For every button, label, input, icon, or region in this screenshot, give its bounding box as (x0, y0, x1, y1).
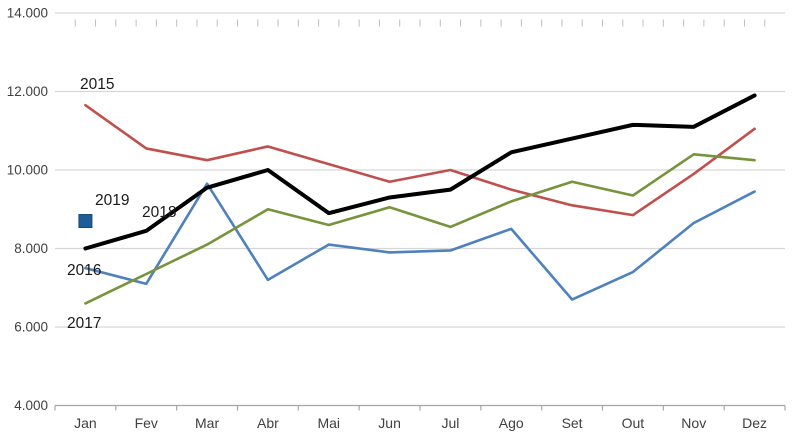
x-axis-label-jan: Jan (74, 415, 97, 431)
year-label-2015: 2015 (80, 76, 114, 93)
y-axis-label: 12.000 (7, 84, 48, 99)
year-label-2017: 2017 (67, 315, 101, 332)
y-axis-label: 4.000 (14, 398, 48, 413)
series-line-2015 (84, 103, 756, 217)
x-axis-label-abr: Abr (257, 415, 279, 431)
y-axis-label: 6.000 (14, 320, 48, 335)
x-axis-label-jul: Jul (441, 415, 459, 431)
x-axis-label-jun: Jun (378, 415, 401, 431)
x-axis-label-mar: Mar (195, 415, 219, 431)
x-axis-label-ago: Ago (499, 415, 524, 431)
x-axis-label-dez: Dez (742, 415, 767, 431)
year-label-2018: 2018 (142, 204, 176, 221)
y-axis-label: 14.000 (7, 6, 48, 21)
x-axis-label-out: Out (622, 415, 645, 431)
x-axis-label-mai: Mai (317, 415, 340, 431)
y-axis-label: 10.000 (7, 163, 48, 178)
series-line-2017 (84, 153, 756, 305)
x-axis-label-set: Set (562, 415, 583, 431)
data-point-2019 (78, 214, 93, 229)
x-axis-label-fev: Fev (135, 415, 158, 431)
year-label-2016: 2016 (67, 262, 101, 279)
y-axis-label: 8.000 (14, 241, 48, 256)
series-line-2018 (83, 93, 757, 251)
year-label-2019: 2019 (95, 192, 129, 209)
series-line-2016 (84, 182, 756, 301)
x-axis-label-nov: Nov (681, 415, 706, 431)
